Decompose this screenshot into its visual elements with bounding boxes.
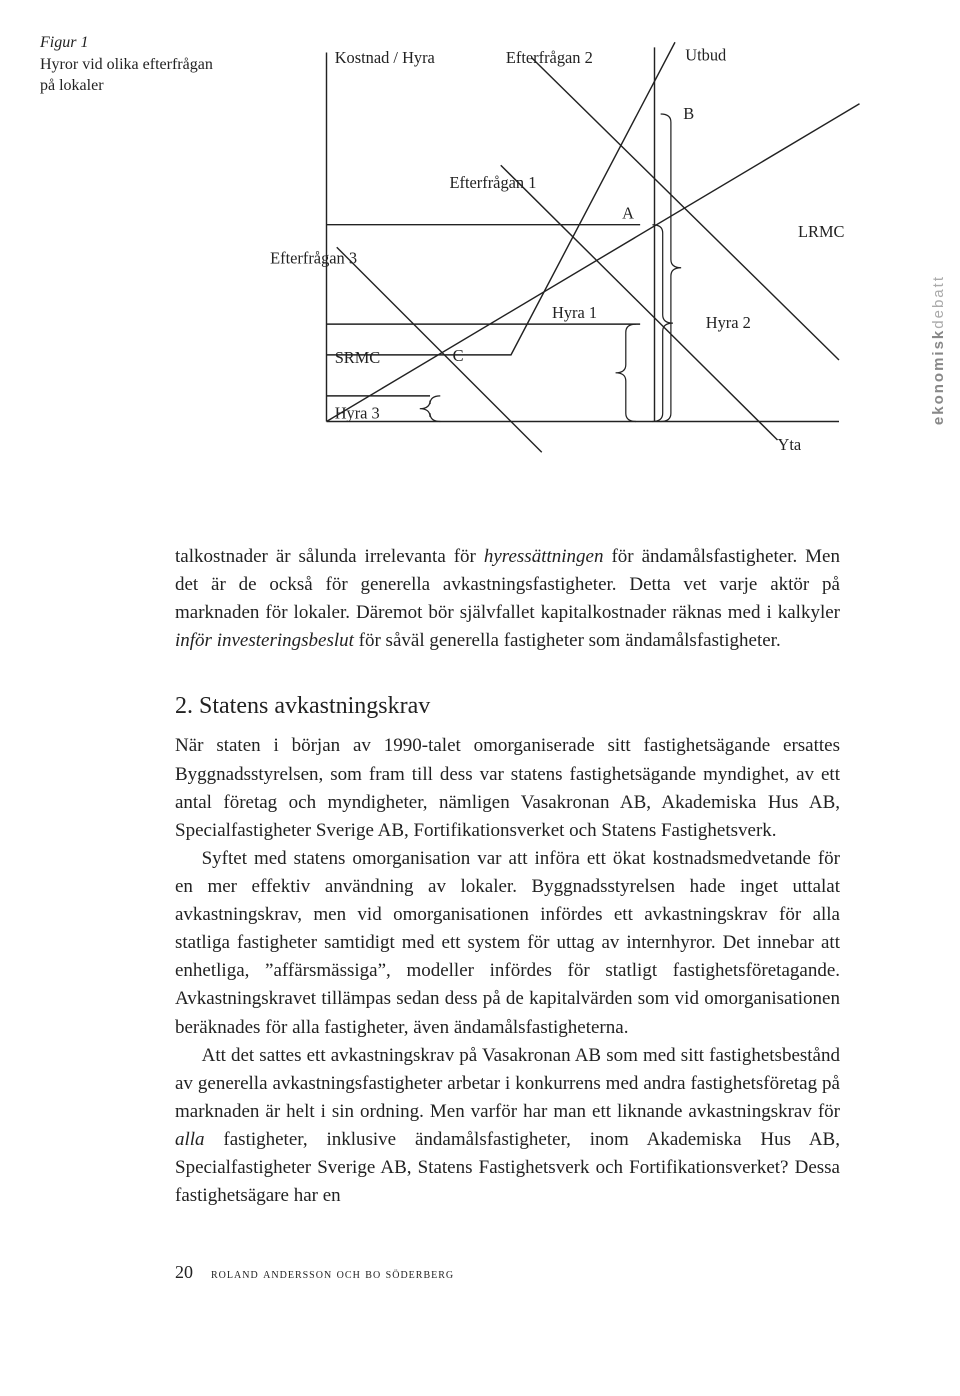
label-e2: Efterfrågan 2 (506, 48, 593, 67)
paragraph-2: När staten i början av 1990-talet omorga… (175, 732, 840, 844)
figure-number: Figur 1 (40, 34, 88, 51)
label-lrmc: LRMC (798, 222, 845, 241)
p1i: hyressättningen (484, 546, 604, 567)
brace-hyra1 (616, 324, 637, 421)
brace-hyra3 (420, 396, 441, 422)
page-number: 20 (175, 1262, 193, 1283)
label-yaxis: Kostnad / Hyra (335, 48, 436, 67)
label-utbud: Utbud (685, 46, 726, 65)
p4b: fastigheter, inklusive ändamålsfastighet… (175, 1129, 840, 1206)
label-xaxis: Yta (778, 435, 802, 454)
footer: 20 roland andersson och bo söderberg (175, 1262, 840, 1283)
label-h1: Hyra 1 (552, 303, 597, 322)
label-B: B (683, 104, 694, 123)
p1i2: inför investeringsbeslut (175, 630, 354, 651)
paragraph-4: Att det sattes ett avkastningskrav på Va… (175, 1042, 840, 1211)
label-e1: Efterfrågan 1 (450, 173, 537, 192)
brace-B (661, 114, 682, 422)
margin-label: ekonomiskdebatt (930, 275, 947, 425)
p1c: för såväl generella fastigheter som ända… (354, 630, 781, 651)
label-h3: Hyra 3 (335, 403, 380, 422)
paragraph-3: Syftet med statens omorganisation var at… (175, 845, 840, 1042)
label-h2: Hyra 2 (706, 313, 751, 332)
figure-diagram: Kostnad / Hyra Efterfrågan 2 Utbud B Eft… (265, 32, 880, 463)
brace-hyra2 (652, 225, 673, 422)
paragraph-1: talkostnader är sålunda irrelevanta för … (175, 543, 840, 655)
label-e3: Efterfrågan 3 (270, 249, 357, 268)
margin-label-bold: ekonomisk (930, 329, 947, 425)
figure-caption: Figur 1 Hyror vid olika efterfrågan på l… (40, 32, 220, 97)
lrmc-line (327, 104, 860, 422)
label-A: A (622, 204, 634, 223)
demand1-line (501, 165, 778, 440)
figure-caption-text: Hyror vid olika efterfrågan på lokaler (40, 56, 213, 95)
p4i: alla (175, 1129, 205, 1150)
label-C: C (453, 346, 464, 365)
margin-label-light: debatt (930, 275, 947, 329)
p1a: talkostnader är sålunda irrelevanta för (175, 546, 484, 567)
section-heading-2: 2. Statens avkastningskrav (175, 689, 840, 725)
footer-authors: roland andersson och bo söderberg (211, 1267, 454, 1283)
p4a: Att det sattes ett avkastningskrav på Va… (175, 1045, 840, 1122)
label-srmc: SRMC (335, 348, 381, 367)
srmc-line (327, 42, 676, 355)
